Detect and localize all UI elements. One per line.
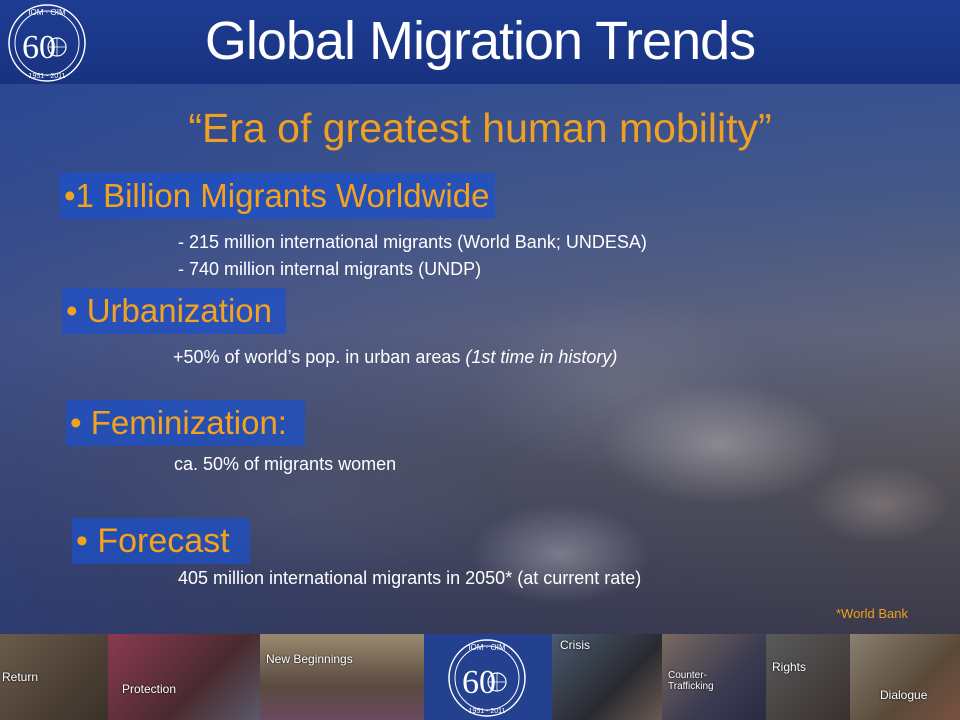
photo-label-counter-trafficking: Counter-Trafficking [668,670,714,692]
heading-billion-migrants: •1 Billion Migrants Worldwide [60,173,496,219]
header-bar: IOM · OIM 60 1951 - 2011 Global Migratio… [0,0,960,84]
heading-feminization: • Feminization: [66,400,305,446]
photo-tile-new-beginnings: New Beginnings [260,634,424,720]
slide-subtitle: “Era of greatest human mobility” [188,105,772,151]
detail-urbanization: +50% of world’s pop. in urban areas (1st… [173,346,617,369]
logo-bottom-org-text: IOM · OIM [468,643,506,652]
logo-org-text: IOM · OIM [28,8,66,17]
logo-years-text: 1951 - 2011 [29,73,66,80]
photo-label-new-beginnings: New Beginnings [266,652,353,666]
logo-anniversary-text: 60 [22,29,56,66]
detail-international-migrants: - 215 million international migrants (Wo… [178,232,647,252]
photo-tile-dialogue: Dialogue [850,634,960,720]
detail-feminization: ca. 50% of migrants women [174,454,397,474]
photo-label-dialogue: Dialogue [880,688,928,702]
detail-internal-migrants: - 740 million internal migrants (UNDP) [178,259,482,279]
logo-bottom-anniversary-text: 60 [462,664,496,701]
photo-tile-protection: Protection [108,634,260,720]
detail-urbanization-note: (1st time in history) [465,347,618,367]
photo-strip: Return Protection New Beginnings IOM · O… [0,634,960,720]
detail-forecast: 405 million international migrants in 20… [178,568,642,588]
photo-label-rights: Rights [772,660,807,674]
photo-label-protection: Protection [122,682,177,696]
photo-tile-return: Return [0,634,108,720]
photo-tile-crisis: Crisis [552,634,662,720]
slide-title: Global Migration Trends [204,11,756,71]
photo-tile-counter-trafficking: Counter-Trafficking [662,634,766,720]
photo-label-crisis: Crisis [560,638,590,652]
detail-urbanization-main: +50% of world’s pop. in urban areas [173,347,466,367]
photo-label-return: Return [2,670,39,684]
footnote-source: *World Bank [836,606,909,621]
iom-60-logo: IOM · OIM 60 1951 - 2011 [8,4,86,82]
heading-urbanization: • Urbanization [62,288,286,334]
bottom-logo-tile: IOM · OIM 60 1951 - 2011 [424,634,552,720]
photo-tile-rights: Rights [766,634,850,720]
logo-bottom-years-text: 1951 - 2011 [469,708,506,715]
iom-60-logo-bottom: IOM · OIM 60 1951 - 2011 [448,639,526,717]
heading-forecast: • Forecast [72,518,250,564]
